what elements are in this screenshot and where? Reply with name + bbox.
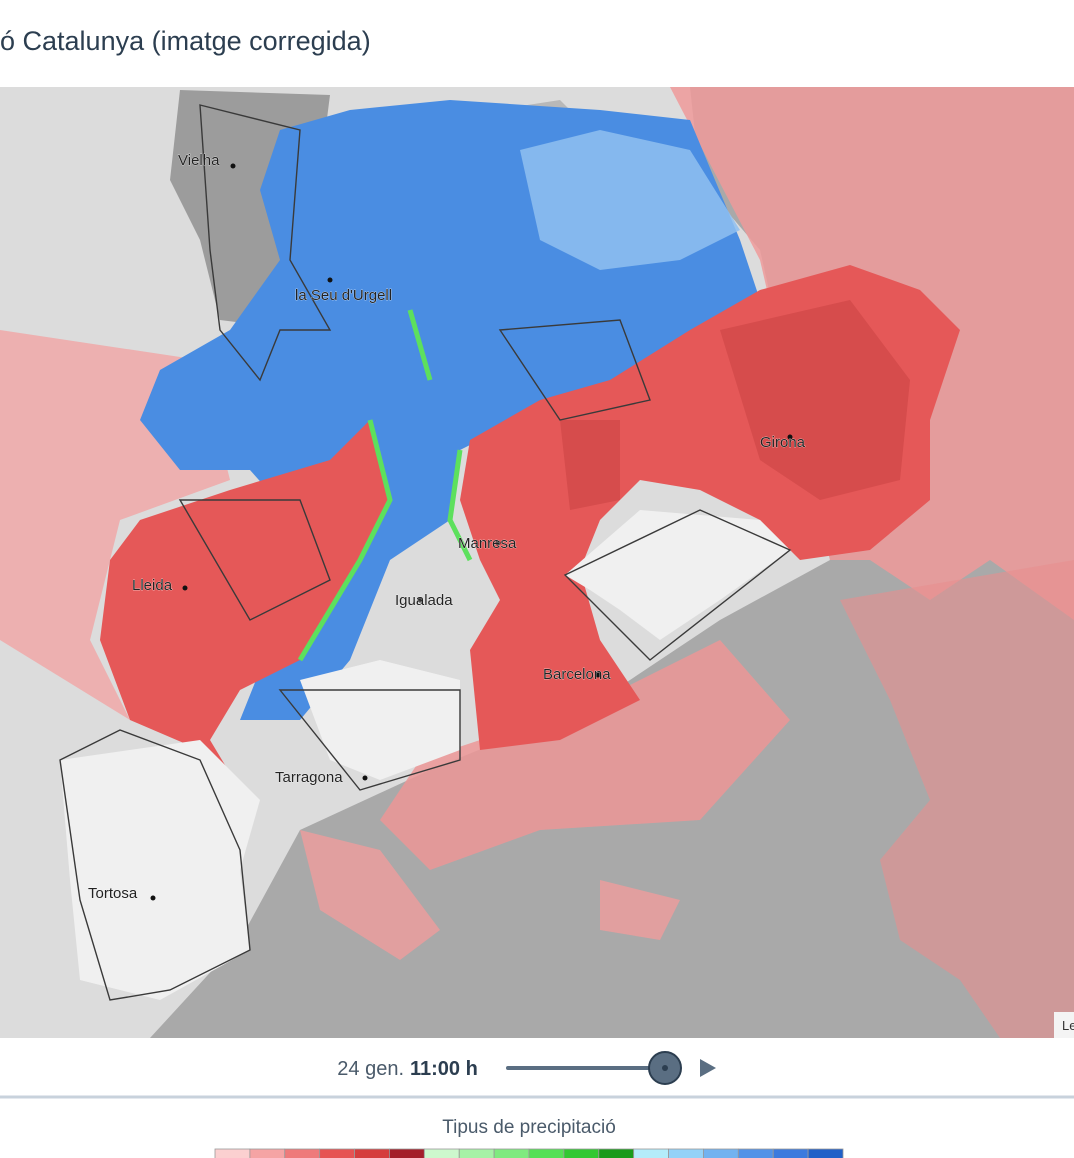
- place-dot: [327, 277, 333, 283]
- legend-swatch: [563, 1148, 600, 1158]
- slider-knob-dot: [662, 1065, 668, 1071]
- county-borders: [59, 104, 792, 1001]
- map-layers: Le: [0, 87, 1074, 1038]
- place-label: Girona: [760, 434, 806, 451]
- page-title: ó Catalunya (imatge corregida): [0, 26, 371, 56]
- legend-swatch: [354, 1148, 390, 1158]
- precip-light: [300, 830, 680, 960]
- place-label: Tortosa: [88, 885, 138, 902]
- precip-light: [840, 560, 1074, 1038]
- precip-rain-heavy: [560, 300, 910, 510]
- place-label: la Seu d'Urgell: [295, 287, 392, 304]
- place-label: Manresa: [458, 535, 517, 552]
- precip-mixed: [297, 309, 473, 662]
- legend-swatch: [389, 1148, 425, 1158]
- attribution-box: [1054, 1012, 1074, 1038]
- legend-swatch: [807, 1148, 844, 1158]
- place-label: Vielha: [178, 152, 220, 169]
- legend-swatch: [249, 1148, 286, 1158]
- legend-swatch: [633, 1148, 669, 1158]
- play-button[interactable]: [700, 1059, 716, 1077]
- legend-swatch: [214, 1148, 251, 1158]
- place-dot: [787, 434, 793, 440]
- place-label: Igualada: [395, 592, 453, 609]
- date: 24 gen.: [337, 1058, 404, 1080]
- place-dot: [417, 597, 423, 603]
- legend-title: Tipus de precipitació: [442, 1117, 616, 1138]
- legend-swatch: [423, 1148, 460, 1158]
- precip-snow-light: [520, 130, 740, 270]
- legend: [214, 1148, 844, 1158]
- place-dot: [150, 895, 156, 901]
- legend-swatch: [458, 1148, 495, 1158]
- precip-light: [380, 640, 790, 870]
- attribution[interactable]: Le: [1062, 1018, 1074, 1033]
- precip-rain: [100, 420, 390, 790]
- places: Vielha la Seu d'Urgell Girona Lleida Manresa…: [88, 152, 806, 903]
- legend-swatch: [528, 1148, 565, 1158]
- place-dot: [182, 585, 188, 591]
- legend-swatch: [284, 1148, 321, 1158]
- legend-swatch: [772, 1148, 809, 1158]
- place-dot: [595, 672, 601, 678]
- legend-swatch: [703, 1148, 739, 1158]
- legend-swatch: [668, 1148, 704, 1158]
- place-label: Barcelona: [543, 666, 611, 683]
- legend-swatch: [319, 1148, 355, 1158]
- legend-swatch: [493, 1148, 530, 1158]
- place-label: Lleida: [132, 577, 173, 594]
- place-label: Tarragona: [275, 769, 343, 786]
- legend-swatch: [598, 1148, 635, 1158]
- place-dot: [495, 540, 501, 546]
- time: 11:00 h: [410, 1058, 478, 1080]
- place-dot: [230, 163, 236, 169]
- place-dot: [362, 775, 368, 781]
- dry-land: [60, 510, 790, 1000]
- legend-swatch: [737, 1148, 774, 1158]
